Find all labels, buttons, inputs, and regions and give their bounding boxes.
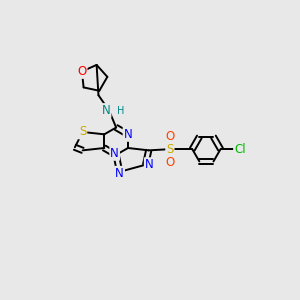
Text: N: N xyxy=(102,104,110,117)
Text: S: S xyxy=(166,143,174,156)
Text: O: O xyxy=(166,156,175,169)
Text: N: N xyxy=(124,128,132,141)
Text: N: N xyxy=(145,158,154,171)
Text: N: N xyxy=(110,147,119,160)
Text: O: O xyxy=(77,65,87,78)
Text: N: N xyxy=(115,167,124,180)
Text: H: H xyxy=(117,106,124,116)
Text: Cl: Cl xyxy=(234,143,246,156)
Text: S: S xyxy=(79,125,86,139)
Text: O: O xyxy=(166,130,175,143)
